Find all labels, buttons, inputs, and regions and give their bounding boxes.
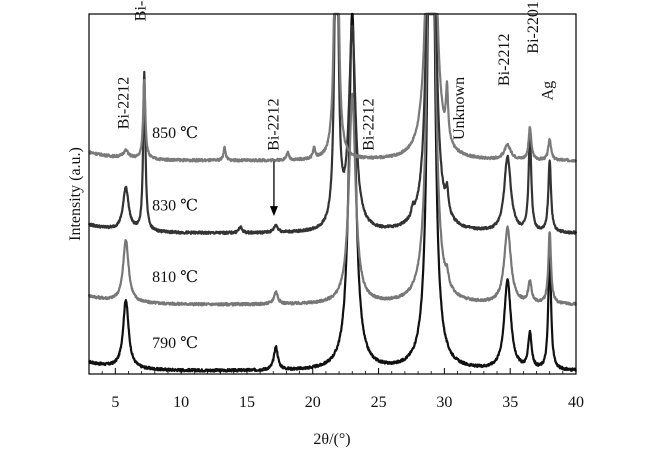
series-label: 830 ℃ — [152, 198, 198, 215]
peak-annotation: Bi-2212 — [360, 98, 377, 150]
arrow-head — [269, 206, 278, 217]
peak-annotation: Bi-2201 — [525, 1, 542, 53]
x-tick-label: 10 — [173, 394, 189, 411]
peak-annotation: Bi-2212 — [116, 77, 133, 129]
series-line-830 — [87, 12, 578, 236]
series-layer: 790 ℃ 810 ℃ 830 ℃ 850 ℃ — [87, 12, 578, 373]
peak-annotation: Bi-2212 — [266, 98, 283, 150]
x-tick-label: 5 — [111, 394, 119, 411]
series-line-790 — [88, 12, 577, 373]
peak-annotation: Bi-2212 — [496, 34, 513, 86]
annotations-layer: Bi-2212 Bi-2201 Bi-2212 Bi-2201 Bi-2212 Unkno… — [116, 0, 556, 217]
x-tick-label: 15 — [239, 394, 255, 411]
series-label: 850 ℃ — [152, 125, 198, 142]
ticks-layer: 5 10 15 20 25 30 35 40 — [101, 368, 584, 411]
peak-annotation: Bi-2201 — [133, 0, 150, 21]
x-axis-title: 2θ/(°) — [313, 431, 350, 448]
series-line-810 — [87, 12, 578, 307]
x-tick-label: 35 — [502, 394, 518, 411]
x-tick-label: 30 — [436, 394, 452, 411]
series-line-850 — [88, 12, 578, 163]
x-tick-label: 40 — [568, 394, 584, 411]
y-axis-title: Intensity (a.u.) — [67, 147, 84, 241]
peak-annotation: Ag — [539, 81, 556, 101]
plot-frame — [88, 13, 577, 375]
x-tick-label: 20 — [305, 394, 321, 411]
x-tick-label: 25 — [371, 394, 387, 411]
peak-annotation: Unknown — [451, 77, 468, 140]
series-label: 810 ℃ — [152, 269, 198, 286]
series-label: 790 ℃ — [152, 335, 198, 352]
